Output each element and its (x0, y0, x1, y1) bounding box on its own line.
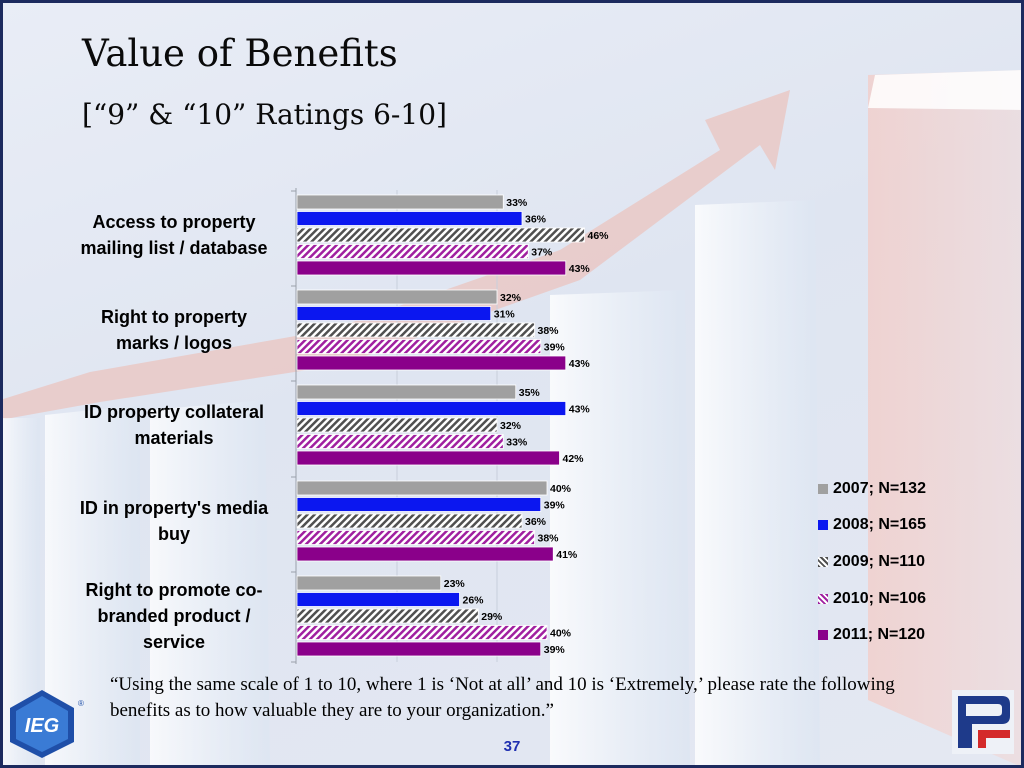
category-label: Right to promote co-branded product / ser… (60, 577, 288, 655)
bar (296, 434, 504, 449)
bar-value-label: 37% (531, 247, 553, 259)
bar (296, 641, 542, 657)
slide-subtitle: [“9” & “10” Ratings 6-10] (82, 98, 447, 131)
bar-value-label: 46% (588, 230, 610, 242)
bar (296, 194, 504, 210)
bar (296, 260, 567, 276)
bar-value-label: 39% (544, 342, 566, 354)
bar-value-label: 23% (444, 578, 466, 590)
bar-value-label: 40% (550, 483, 572, 495)
bar-value-label: 33% (506, 437, 528, 449)
bar-value-label: 39% (544, 644, 566, 656)
bar (296, 384, 517, 400)
category-label-line: marks / logos (115, 333, 233, 353)
legend-swatch (818, 484, 828, 494)
bar (296, 530, 535, 545)
bar-value-label: 29% (481, 611, 503, 623)
bar (296, 339, 542, 354)
category-label: Access to property mailing list / databas… (60, 209, 288, 261)
bar-value-label: 40% (550, 628, 572, 640)
category-label-line: Right to property (101, 307, 247, 327)
bar (296, 450, 560, 466)
bar (296, 546, 554, 562)
bar (296, 289, 498, 305)
category-label-line: ID property collateral (83, 402, 265, 422)
bar (296, 306, 492, 321)
category-label-line: service (142, 632, 206, 652)
legend-swatch (818, 630, 828, 640)
bar (296, 497, 542, 512)
bar (296, 417, 498, 433)
bar (296, 608, 479, 624)
bar-value-label: 35% (519, 387, 541, 399)
category-label: Right to property marks / logos (60, 304, 288, 356)
bar (296, 355, 567, 371)
bar-value-label: 36% (525, 214, 547, 226)
bar-value-label: 26% (463, 595, 485, 607)
svg-text:®: ® (78, 699, 84, 708)
bar-value-label: 38% (538, 533, 560, 545)
category-label-line: branded product / (97, 606, 251, 626)
category-label: ID property collateral materials (60, 399, 288, 451)
bar-value-label: 32% (500, 292, 522, 304)
bar (296, 211, 523, 226)
bar (296, 322, 535, 338)
legend-label: 2010; N=106 (833, 590, 926, 607)
ieg-logo-text: IEG (25, 715, 59, 737)
company-logo (952, 690, 1014, 754)
category-label: ID in property's media buy (60, 495, 288, 547)
bar-value-label: 42% (563, 453, 585, 465)
category-label-line: buy (157, 524, 190, 544)
legend-label: 2008; N=165 (833, 516, 926, 533)
bar-value-label: 33% (506, 197, 528, 209)
bar (296, 227, 585, 243)
bar-value-label: 43% (569, 263, 591, 275)
category-label-line: Right to promote co- (85, 580, 263, 600)
category-label-line: materials (134, 428, 214, 448)
bar (296, 244, 529, 259)
survey-question-footnote: “Using the same scale of 1 to 10, where … (110, 674, 895, 721)
bar (296, 625, 548, 640)
category-label-line: Access to property (92, 212, 256, 232)
legend-label: 2011; N=120 (833, 626, 926, 643)
bar-value-label: 39% (544, 500, 566, 512)
legend-swatch (818, 594, 828, 604)
category-label-line: mailing list / database (80, 238, 268, 258)
legend-swatch (818, 557, 828, 567)
category-label-line: ID in property's media (79, 498, 269, 518)
bar (296, 401, 567, 416)
legend-label: 2007; N=132 (833, 480, 926, 497)
bar-value-label: 36% (525, 516, 547, 528)
bar-value-label: 32% (500, 420, 522, 432)
bar-value-label: 43% (569, 404, 591, 416)
ieg-logo: IEG ® (10, 690, 84, 758)
bar (296, 513, 523, 529)
bar (296, 575, 442, 591)
bar-value-label: 38% (538, 325, 560, 337)
bar-value-label: 31% (494, 309, 516, 321)
slide-title: Value of Benefits (82, 32, 398, 75)
legend-label: 2009; N=110 (833, 553, 926, 570)
bar-value-label: 43% (569, 358, 591, 370)
bar-value-label: 41% (556, 549, 578, 561)
legend-swatch (818, 520, 828, 530)
page-number: 37 (503, 738, 521, 755)
bar (296, 592, 460, 607)
bar (296, 480, 548, 496)
